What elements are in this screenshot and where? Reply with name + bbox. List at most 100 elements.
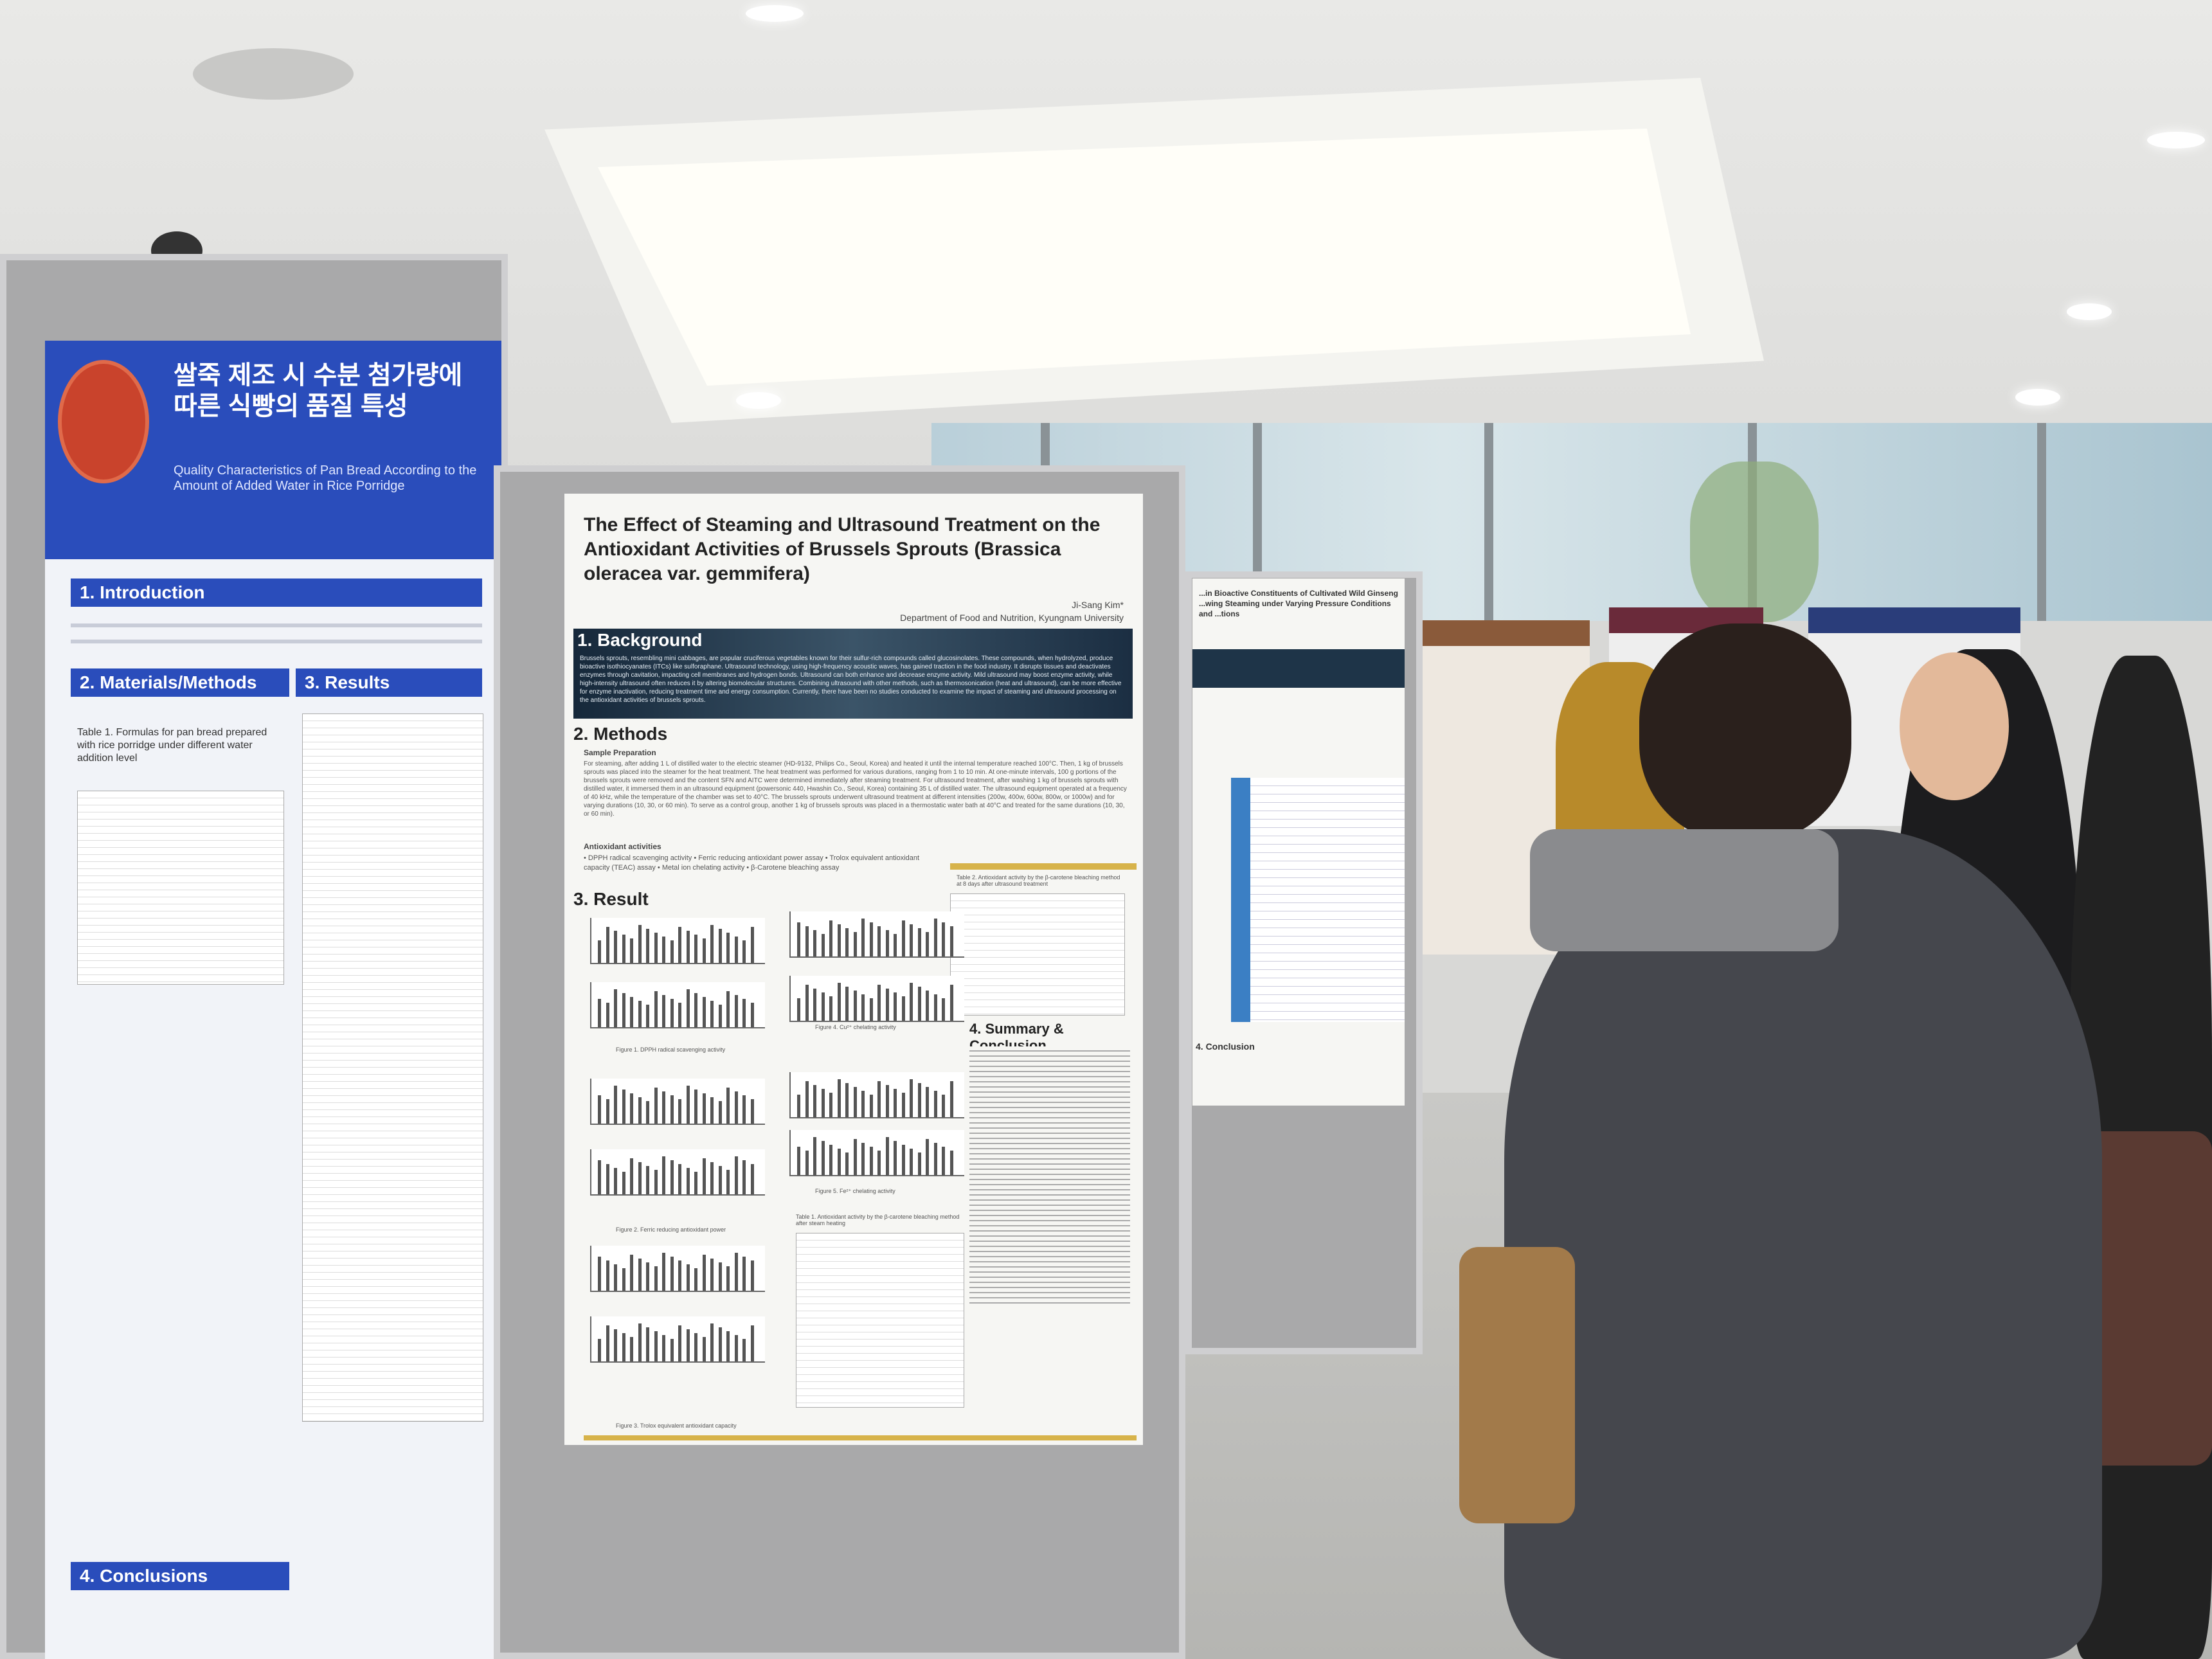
chart-bar xyxy=(622,1333,625,1361)
chart-bar xyxy=(861,994,865,1021)
chart-bar xyxy=(638,1162,642,1194)
sample-preparation-text: For steaming, after adding 1 L of distil… xyxy=(584,760,1127,818)
chart-bar xyxy=(726,1170,730,1194)
ceiling-speaker xyxy=(193,48,354,100)
summary-text xyxy=(969,1046,1130,1304)
chart-bar xyxy=(606,1325,609,1361)
chart-bar xyxy=(734,937,738,963)
chart-bar xyxy=(926,991,929,1021)
chart-bar xyxy=(901,996,905,1021)
chart-bar xyxy=(654,991,658,1027)
chart-bar xyxy=(901,1093,905,1117)
chart-bar xyxy=(742,1339,746,1361)
chart-bar xyxy=(710,1001,714,1027)
figure-chart xyxy=(789,911,964,958)
chart-bar xyxy=(638,1323,642,1361)
chart-bar xyxy=(718,1101,722,1124)
figure-chart xyxy=(590,1149,765,1196)
chart-bar xyxy=(678,927,681,963)
chart-bar xyxy=(894,1141,897,1175)
chart-bar xyxy=(926,1087,929,1117)
figure-chart xyxy=(789,976,964,1022)
chart-bar xyxy=(837,924,841,956)
chart-bar xyxy=(654,933,658,963)
chart-bar xyxy=(910,983,913,1021)
chart-bar xyxy=(718,1327,722,1361)
chart-bar xyxy=(910,1079,913,1117)
chart-bar xyxy=(734,1091,738,1124)
table-caption: Table 1. Formulas for pan bread prepared… xyxy=(77,727,267,764)
chart-bar xyxy=(917,928,921,956)
chart-bar xyxy=(933,919,937,956)
poster-affiliation: Department of Food and Nutrition, Kyungn… xyxy=(900,613,1124,623)
chart-bar xyxy=(821,934,825,956)
chart-bar xyxy=(805,1151,809,1175)
chart-bar xyxy=(646,1101,649,1124)
results-table xyxy=(796,1233,964,1408)
chart-bar xyxy=(718,1262,722,1291)
chart-bar xyxy=(702,1093,706,1124)
figure-caption: Figure 3. Trolox equivalent antioxidant … xyxy=(616,1422,737,1429)
poster-header: 쌀죽 제조 시 수분 첨가량에 따른 식빵의 품질 특성 Quality Cha… xyxy=(45,341,501,559)
chart-bar xyxy=(813,989,816,1021)
chart-bar xyxy=(702,1158,706,1194)
chart-bar xyxy=(686,1264,690,1291)
chart-bar xyxy=(662,937,665,963)
chart-bar xyxy=(821,1089,825,1117)
chart-bar xyxy=(622,1172,625,1194)
poster-left: 쌀죽 제조 시 수분 첨가량에 따른 식빵의 품질 특성 Quality Cha… xyxy=(45,341,501,1659)
chart-bar xyxy=(710,1259,714,1291)
poster-author: Ji-Sang Kim* xyxy=(1072,600,1124,610)
chart-bar xyxy=(662,1335,665,1361)
background-section: 1. Background Brussels sprouts, resembli… xyxy=(573,629,1133,719)
chart-bar xyxy=(638,1001,642,1027)
antioxidant-list: • DPPH radical scavenging activity • Fer… xyxy=(584,854,920,872)
results-table xyxy=(950,893,1125,1016)
chart-bar xyxy=(734,1156,738,1194)
chart-bar xyxy=(598,999,601,1027)
chart-bar xyxy=(718,929,722,963)
chart-bar xyxy=(614,1264,617,1291)
face xyxy=(1900,652,2009,800)
section-introduction: 1. Introduction xyxy=(71,578,482,607)
chart-bar xyxy=(949,926,953,956)
chart-bar xyxy=(942,922,945,956)
chart-bar xyxy=(670,1339,674,1361)
chart-bar xyxy=(718,1166,722,1194)
figure-caption: Figure 5. Fe²⁺ chelating activity xyxy=(815,1188,895,1194)
results-tables xyxy=(302,713,483,1422)
chart-bar xyxy=(598,940,601,963)
section-results: 3. Results xyxy=(296,668,482,697)
chart-bar xyxy=(686,989,690,1027)
chart-bar xyxy=(646,1005,649,1027)
chart-bar xyxy=(694,1090,697,1124)
chart-bar xyxy=(670,999,674,1027)
chart-bar xyxy=(837,1079,841,1117)
chart-bar xyxy=(910,1149,913,1175)
person-gray-jacket xyxy=(1504,829,2102,1659)
poster-main: The Effect of Steaming and Ultrasound Tr… xyxy=(564,494,1143,1445)
chart-bar xyxy=(710,1323,714,1361)
chart-bar xyxy=(622,993,625,1027)
chart-bar xyxy=(894,934,897,956)
chart-bar xyxy=(805,985,809,1021)
chart-bar xyxy=(726,1266,730,1291)
chart-bar xyxy=(829,996,832,1021)
chart-bar xyxy=(598,1257,601,1291)
chart-bar xyxy=(750,1325,754,1361)
figure-caption: Figure 2. Ferric reducing antioxidant po… xyxy=(616,1226,726,1233)
chart-bar xyxy=(829,920,832,956)
downlight xyxy=(2067,303,2112,320)
chart-bar xyxy=(821,1141,825,1175)
conclusion-heading: 4. Conclusion xyxy=(1196,1041,1255,1052)
chart-bar xyxy=(646,929,649,963)
chart-bar xyxy=(885,930,889,956)
result-heading: 3. Result xyxy=(573,889,649,909)
downlight xyxy=(2147,132,2205,148)
chart-bar xyxy=(797,1095,800,1117)
chart-bar xyxy=(742,1257,746,1291)
chart-bar xyxy=(853,1087,857,1117)
chart-bar xyxy=(670,1160,674,1194)
chart-bar xyxy=(718,1005,722,1027)
chart-bar xyxy=(614,1168,617,1194)
